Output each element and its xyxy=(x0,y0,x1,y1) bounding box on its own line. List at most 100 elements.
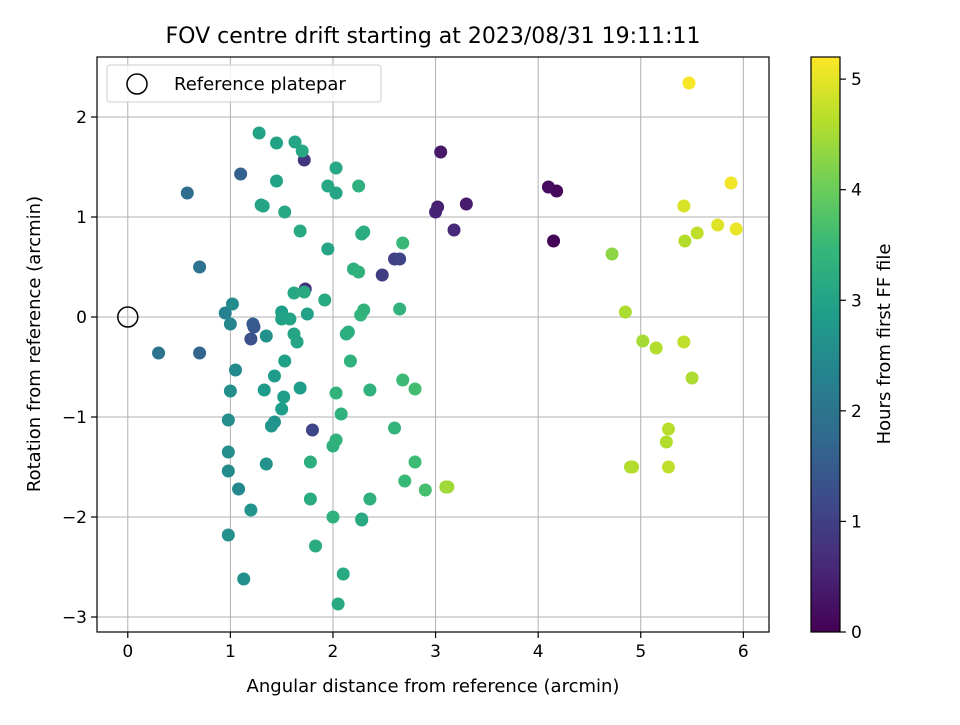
legend: Reference platepar xyxy=(106,64,382,103)
scatter-point xyxy=(277,390,291,404)
scatter-point xyxy=(661,422,675,436)
scatter-point xyxy=(293,224,307,238)
scatter-point xyxy=(329,186,343,200)
colorbar-tick-label: 2 xyxy=(851,402,862,422)
scatter-point xyxy=(329,386,343,400)
scatter-point xyxy=(278,205,292,219)
scatter-point xyxy=(352,265,366,279)
scatter-point xyxy=(180,186,194,200)
reference-platepar-marker xyxy=(117,306,139,328)
scatter-point xyxy=(252,126,266,140)
scatter-point xyxy=(223,384,237,398)
scatter-point xyxy=(270,174,284,188)
scatter-point xyxy=(221,464,235,478)
scatter-point xyxy=(547,234,561,248)
scatter-point xyxy=(295,144,309,158)
scatter-point xyxy=(257,383,271,397)
scatter-point xyxy=(234,167,248,181)
scatter-point xyxy=(408,455,422,469)
scatter-point xyxy=(396,236,410,250)
scatter-point xyxy=(329,433,343,447)
points-layer xyxy=(117,76,743,611)
colorbar-tick-label: 0 xyxy=(851,623,862,643)
scatter-point xyxy=(393,252,407,266)
scatter-point xyxy=(303,455,317,469)
y-tick-label: 0 xyxy=(76,308,87,328)
plot-frame xyxy=(96,56,770,633)
scatter-point xyxy=(343,354,357,368)
scatter-point xyxy=(677,199,691,213)
x-tick-label: 6 xyxy=(738,642,749,662)
scatter-point xyxy=(408,382,422,396)
colorbar-tick-label: 1 xyxy=(851,512,862,532)
scatter-point xyxy=(434,145,448,159)
scatter-point xyxy=(677,335,691,349)
scatter-point xyxy=(221,528,235,542)
x-tick-label: 3 xyxy=(430,642,441,662)
scatter-point xyxy=(729,222,743,236)
scatter-point xyxy=(300,307,314,321)
x-axis-label: Angular distance from reference (arcmin) xyxy=(247,676,620,697)
y-tick-label: −1 xyxy=(62,408,87,428)
scatter-point xyxy=(218,306,232,320)
scatter-point xyxy=(682,76,696,90)
scatter-point xyxy=(355,512,369,526)
scatter-point xyxy=(278,354,292,368)
scatter-point xyxy=(357,303,371,317)
scatter-point xyxy=(388,421,402,435)
scatter-point xyxy=(659,435,673,449)
y-axis-label: Rotation from reference (arcmin) xyxy=(24,196,45,492)
scatter-point xyxy=(225,297,239,311)
scatter-point xyxy=(305,423,319,437)
scatter-point xyxy=(244,503,258,517)
scatter-point xyxy=(267,415,281,429)
scatter-point xyxy=(396,373,410,387)
scatter-point xyxy=(288,135,302,149)
y-tick-label: −3 xyxy=(62,608,87,628)
colorbar-gradient xyxy=(810,56,841,633)
scatter-point xyxy=(270,136,284,150)
scatter-point xyxy=(283,312,297,326)
ticks-layer: 0 1 2 3 4 5 6 −3 −2 −1 0 1 2 xyxy=(62,108,749,662)
scatter-point xyxy=(541,180,555,194)
scatter-point xyxy=(690,226,704,240)
scatter-point xyxy=(326,510,340,524)
scatter-point xyxy=(229,363,243,377)
scatter-point xyxy=(293,381,307,395)
scatter-point xyxy=(223,317,237,331)
scatter-point xyxy=(398,474,412,488)
colorbar-tick-label: 5 xyxy=(851,70,862,90)
scatter-point xyxy=(711,218,725,232)
scatter-point xyxy=(331,597,345,611)
x-tick-label: 1 xyxy=(225,642,236,662)
scatter-point xyxy=(221,445,235,459)
legend-marker-icon xyxy=(126,73,148,95)
legend-box xyxy=(106,64,382,103)
scatter-point xyxy=(221,413,235,427)
x-tick-label: 4 xyxy=(533,642,544,662)
scatter-point xyxy=(290,335,304,349)
scatter-point xyxy=(256,199,270,213)
scatter-point xyxy=(334,407,348,421)
scatter-point xyxy=(618,305,632,319)
scatter-point xyxy=(259,329,273,343)
colorbar-tick-label: 4 xyxy=(851,181,862,201)
colorbar-label: Hours from first FF file xyxy=(874,244,895,445)
scatter-point xyxy=(626,460,640,474)
scatter-point xyxy=(244,332,258,346)
scatter-point xyxy=(441,480,455,494)
scatter-point xyxy=(352,179,366,193)
scatter-point xyxy=(447,223,461,237)
scatter-point xyxy=(193,260,207,274)
x-tick-label: 5 xyxy=(635,642,646,662)
scatter-point xyxy=(246,317,260,331)
scatter-point xyxy=(636,334,650,348)
legend-entry-reference: Reference platepar xyxy=(174,74,346,95)
colorbar-tick-label: 3 xyxy=(851,291,862,311)
scatter-point xyxy=(429,205,443,219)
scatter-point xyxy=(318,293,332,307)
y-tick-label: 1 xyxy=(76,208,87,228)
scatter-point xyxy=(259,457,273,471)
